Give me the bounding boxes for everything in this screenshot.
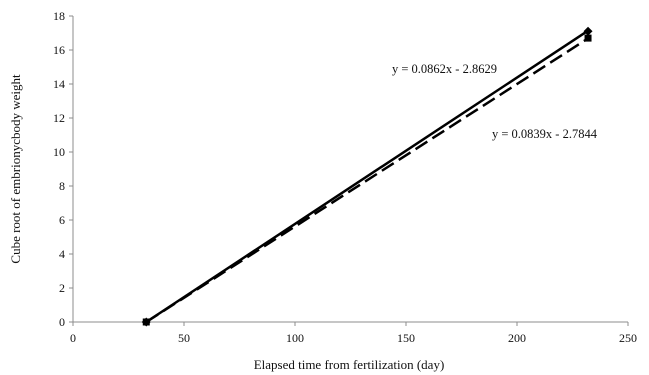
- y-tick-label: 12: [53, 111, 65, 125]
- x-tick-label: 0: [70, 331, 76, 345]
- y-tick-label: 10: [53, 145, 65, 159]
- square-marker-series-2-point-1: [142, 318, 150, 326]
- y-tick-label: 6: [59, 213, 65, 227]
- axes: [72, 16, 628, 323]
- equation-label-series-2: y = 0.0839x - 2.7844: [492, 127, 598, 141]
- trendlines: [145, 29, 589, 324]
- equation-label-series-1: y = 0.0862x - 2.8629: [392, 62, 497, 76]
- x-tick-label: 250: [619, 331, 637, 345]
- y-tick-label: 16: [53, 43, 65, 57]
- y-tick-label: 0: [59, 315, 65, 329]
- y-tick-label: 18: [53, 9, 65, 23]
- y-tick-label: 14: [53, 77, 65, 91]
- data-markers: [141, 26, 593, 327]
- diamond-marker-series-1-point-2: [583, 26, 593, 36]
- x-axis-title: Elapsed time from fertilization (day): [254, 357, 445, 372]
- x-tick-label: 100: [286, 331, 304, 345]
- annotations: y = 0.0862x - 2.8629 y = 0.0839x - 2.784…: [392, 62, 598, 141]
- x-tick-label: 200: [508, 331, 526, 345]
- y-tick-label: 4: [59, 247, 65, 261]
- square-marker-series-2-point-2: [584, 34, 592, 42]
- trendline-series-1: [145, 29, 589, 324]
- x-tick-label: 50: [178, 331, 190, 345]
- y-tick-label: 2: [59, 281, 65, 295]
- trendline-series-2: [145, 37, 589, 324]
- ticks: 0 2 4 6 8 10 12 14 16 18 0 50 100 150 200 250: [53, 9, 637, 345]
- y-tick-label: 8: [59, 179, 65, 193]
- y-axis-title: Cube root of embrionycbody weight: [8, 74, 23, 264]
- x-tick-label: 150: [397, 331, 415, 345]
